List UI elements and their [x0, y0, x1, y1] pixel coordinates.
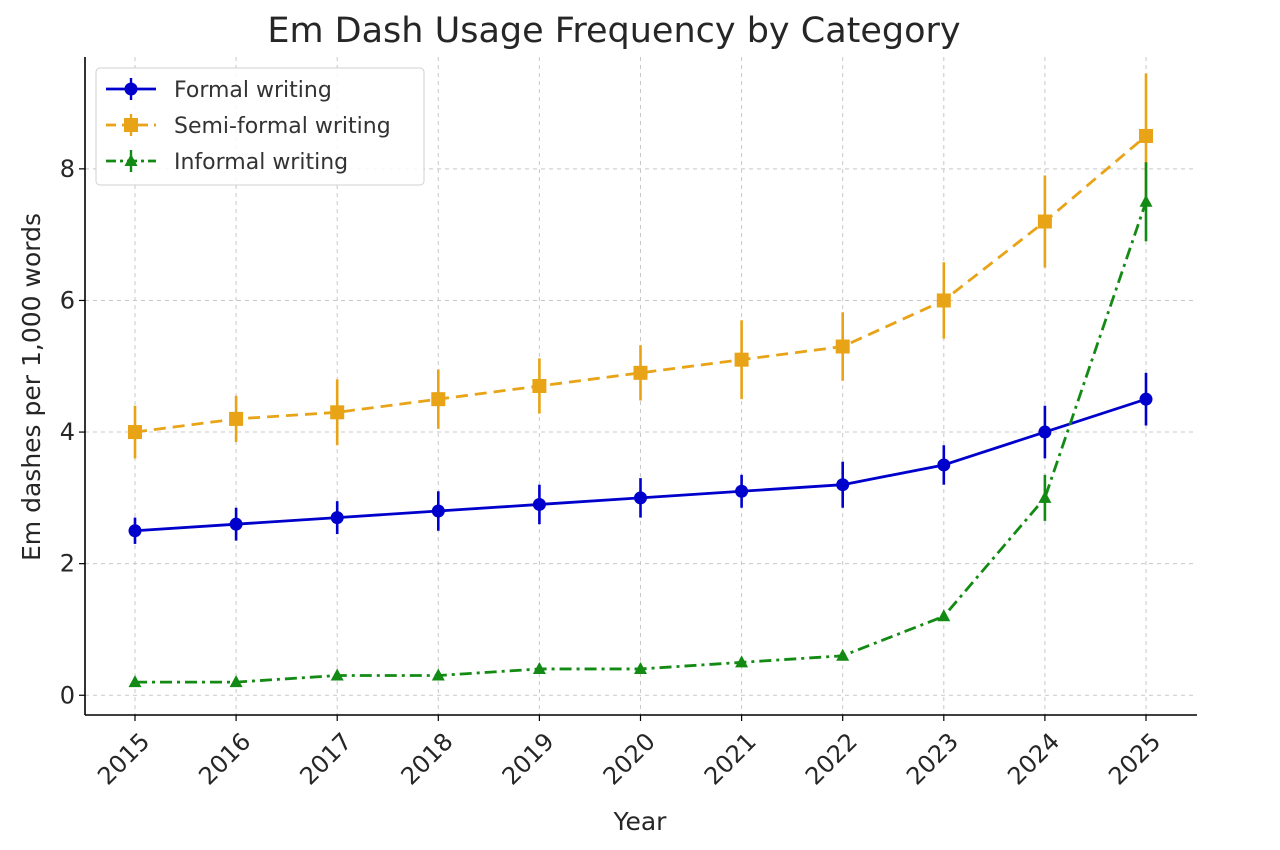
x-tick-label-2015: 2015	[92, 727, 155, 790]
legend-label-semi-formal-writing: Semi-formal writing	[174, 114, 391, 139]
data-point-semi-formal-writing-2021	[734, 352, 749, 367]
data-point-informal-writing-2020	[634, 661, 647, 674]
y-tick-label-4: 4	[60, 418, 75, 446]
data-point-semi-formal-writing-2024	[1037, 214, 1052, 229]
data-point-formal-writing-2017	[330, 511, 344, 525]
data-point-formal-writing-2019	[532, 497, 546, 511]
data-point-formal-writing-2021	[735, 484, 749, 498]
legend-label-formal-writing: Formal writing	[174, 78, 332, 103]
data-point-formal-writing-2024	[1038, 425, 1052, 439]
data-point-semi-formal-writing-2025	[1139, 128, 1153, 143]
y-tick-label-0: 0	[60, 681, 75, 709]
data-point-semi-formal-writing-2015	[128, 425, 142, 440]
series-layer	[128, 73, 1153, 688]
series-informal-writing	[128, 162, 1153, 688]
legend-item-semi-formal-writing: Semi-formal writing	[106, 114, 391, 139]
y-tick-label-6: 6	[60, 286, 75, 314]
legend-box	[95, 67, 425, 186]
data-point-informal-writing-2017	[330, 668, 344, 681]
data-point-informal-writing-2015	[128, 675, 142, 688]
legend-item-informal-writing: Informal writing	[106, 150, 348, 175]
x-tick-label-2016: 2016	[193, 727, 256, 790]
y-tick-label-8: 8	[60, 155, 75, 183]
data-point-formal-writing-2023	[937, 458, 951, 472]
data-point-formal-writing-2018	[431, 504, 445, 518]
data-point-formal-writing-2022	[836, 478, 850, 492]
x-tick-label-2021: 2021	[699, 727, 762, 790]
legend-marker-informal-writing	[124, 154, 138, 166]
data-point-semi-formal-writing-2018	[431, 392, 446, 407]
data-point-formal-writing-2016	[229, 517, 243, 531]
data-point-informal-writing-2023	[937, 609, 951, 622]
data-point-formal-writing-2020	[634, 491, 647, 505]
data-point-semi-formal-writing-2017	[330, 405, 345, 420]
legend-item-formal-writing: Formal writing	[106, 78, 332, 103]
legend: Formal writing Semi-formal writing Informa…	[95, 67, 425, 186]
series-formal-writing	[128, 372, 1153, 544]
data-point-semi-formal-writing-2023	[936, 293, 951, 308]
data-point-semi-formal-writing-2016	[229, 411, 244, 426]
legend-label-informal-writing: Informal writing	[174, 150, 348, 175]
x-tick-label-2024: 2024	[1002, 727, 1065, 790]
chart-title: Em Dash Usage Frequency by Category	[267, 11, 960, 51]
legend-marker-formal-writing	[124, 82, 138, 96]
x-tick-label-2017: 2017	[294, 727, 357, 790]
data-point-informal-writing-2024	[1038, 490, 1052, 503]
data-point-formal-writing-2015	[128, 524, 142, 538]
data-point-formal-writing-2025	[1139, 392, 1153, 406]
data-point-informal-writing-2016	[229, 675, 243, 688]
x-tick-label-2019: 2019	[497, 727, 560, 790]
series-line-semi-formal-writing	[134, 134, 1147, 434]
x-tick-label-2022: 2022	[800, 727, 863, 790]
x-tick-label-2020: 2020	[598, 727, 661, 790]
data-point-semi-formal-writing-2019	[532, 379, 547, 393]
x-axis-label: Year	[613, 807, 668, 836]
legend-marker-semi-formal-writing	[124, 118, 138, 132]
data-point-semi-formal-writing-2022	[835, 339, 850, 354]
data-point-informal-writing-2018	[431, 668, 445, 681]
data-point-informal-writing-2025	[1139, 194, 1153, 207]
data-point-informal-writing-2019	[532, 661, 546, 674]
data-point-semi-formal-writing-2020	[633, 365, 648, 380]
data-point-informal-writing-2021	[735, 655, 749, 668]
x-tick-label-2025: 2025	[1103, 727, 1166, 790]
y-tick-label-2: 2	[60, 550, 75, 578]
y-axis-label: Em dashes per 1,000 words	[17, 213, 46, 561]
x-tick-label-2023: 2023	[901, 727, 964, 790]
x-tick-label-2018: 2018	[396, 727, 459, 790]
data-point-informal-writing-2022	[836, 648, 850, 661]
